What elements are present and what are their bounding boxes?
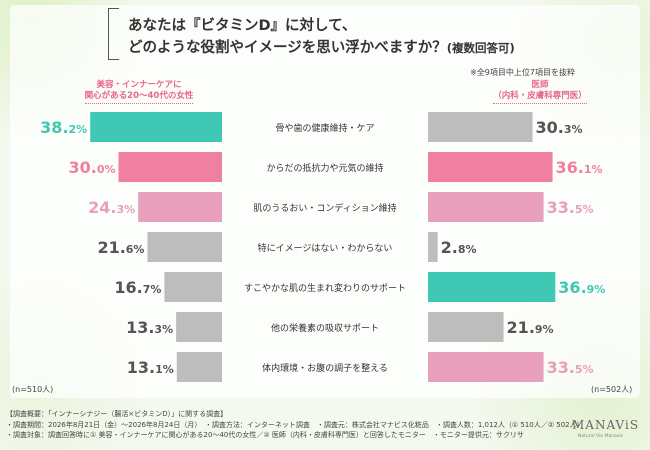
right-bar-6 (428, 312, 504, 342)
question-title: あなたは『ビタミンD』に対して、 どのような役割やイメージを思い浮かべますか？(… (108, 8, 538, 60)
right-group-label: 医師 （内科・皮膚科専門医） (455, 80, 625, 104)
right-value-label-6: 21.9% (507, 318, 554, 337)
category-label-3: 肌のうるおい・コンディション維持 (253, 202, 396, 214)
left-bar-2 (118, 152, 222, 182)
left-bar-6 (176, 312, 222, 342)
footer-line-2: ・調査期間：2026年8月21日（金）～2026年8月24日（月） ・調査方法：… (6, 420, 584, 429)
right-group-line-1: 医師 (531, 80, 549, 90)
right-value-label-2: 36.1% (556, 158, 603, 177)
right-bar-4 (428, 232, 438, 262)
category-label-2: からだの抵抗力や元気の維持 (266, 162, 383, 174)
brand-logo: MANAViS (572, 418, 640, 432)
right-bar-1 (428, 112, 533, 142)
right-bar-3 (428, 192, 544, 222)
right-value-label-4: 2.8% (441, 238, 477, 257)
title-line-2: どのような役割やイメージを思い浮かべますか？(複数回答可) (128, 36, 515, 57)
left-bar-7 (176, 352, 222, 382)
left-value-label-3: 24.3% (88, 198, 135, 217)
left-bar-1 (90, 112, 223, 142)
left-group-line-1: 美容・インナーケアに (96, 80, 182, 90)
right-sample-size: (n=502人) (591, 385, 633, 394)
right-bar-5 (428, 272, 556, 302)
left-value-label-6: 13.3% (126, 318, 173, 337)
selection-note: ※全9項目中上位7項目を抜粋 (470, 68, 575, 77)
right-value-label-7: 33.5% (547, 358, 594, 377)
right-value-label-3: 33.5% (547, 198, 594, 217)
category-label-6: 他の栄養素の吸収サポート (271, 322, 379, 334)
left-value-label-4: 21.6% (97, 238, 144, 257)
right-bar-2 (428, 152, 553, 182)
right-value-label-5: 36.9% (558, 278, 605, 297)
title-line-2-main: どのような役割やイメージを思い浮かべますか？ (128, 40, 447, 56)
left-value-label-2: 30.0% (68, 158, 115, 177)
left-value-label-7: 13.1% (127, 358, 174, 377)
left-bar-4 (147, 232, 222, 262)
left-group-line-2: 関心がある20～40代の女性 (84, 91, 194, 104)
category-label-1: 骨や歯の健康維持・ケア (275, 122, 374, 134)
footer-line-3: ・調査対象：調査回答時に① 美容・インナーケアに関心がある20～40代の女性／②… (6, 431, 524, 439)
title-bracket (108, 8, 119, 60)
left-value-label-1: 38.2% (40, 118, 87, 137)
title-line-1: あなたは『ビタミンD』に対して、 (128, 18, 357, 34)
right-value-label-1: 30.3% (536, 118, 583, 137)
left-sample-size: (n=510人) (12, 385, 54, 394)
brand-logo-subtitle: Natural Via Manavis (578, 434, 623, 439)
left-bar-3 (138, 192, 222, 222)
survey-footer: 【調査概要：「インナーシナジー（腸活×ビタミンD）」に関する調査】 ・調査期間：… (6, 409, 584, 441)
right-group-line-2: （内科・皮膚科専門医） (493, 91, 587, 104)
footer-line-1: 【調査概要：「インナーシナジー（腸活×ビタミンD）」に関する調査】 (6, 410, 228, 418)
title-line-2-sub: (複数回答可) (446, 41, 515, 55)
right-bar-7 (428, 352, 544, 382)
butterfly-bar-chart: 38.2% 30.3% 骨や歯の健康維持・ケア 30.0% 36.1% からだの抵抗力や元… (40, 112, 605, 382)
category-label-5: すこやかな肌の生まれ変わりのサポート (244, 282, 406, 294)
category-label-7: 体内環境・お腹の調子を整える (262, 362, 388, 374)
left-bar-5 (164, 272, 222, 302)
left-value-label-5: 16.7% (114, 278, 161, 297)
category-label-4: 特にイメージはない・わからない (258, 242, 393, 254)
left-group-label: 美容・インナーケアに 関心がある20～40代の女性 (64, 80, 214, 104)
